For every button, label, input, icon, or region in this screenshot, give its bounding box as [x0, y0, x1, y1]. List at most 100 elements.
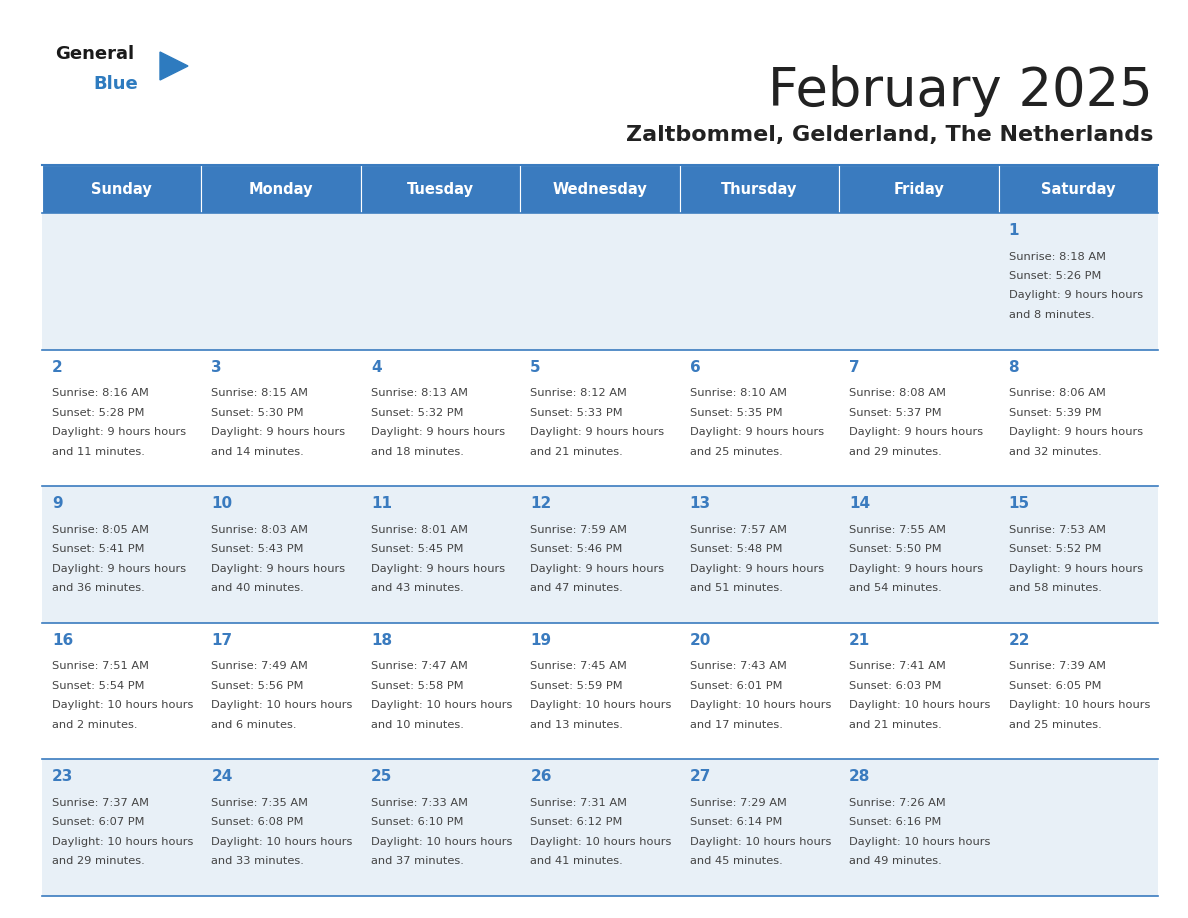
Text: Daylight: 9 hours hours: Daylight: 9 hours hours [211, 564, 346, 574]
Bar [42, 759, 1158, 896]
Text: Sunrise: 7:59 AM: Sunrise: 7:59 AM [530, 525, 627, 534]
Text: 6: 6 [690, 360, 701, 375]
Text: Sunrise: 7:26 AM: Sunrise: 7:26 AM [849, 798, 946, 808]
Text: Friday: Friday [893, 182, 944, 196]
Text: 7: 7 [849, 360, 860, 375]
Text: 3: 3 [211, 360, 222, 375]
Text: Sunrise: 7:51 AM: Sunrise: 7:51 AM [52, 661, 148, 671]
Text: Daylight: 9 hours hours: Daylight: 9 hours hours [1009, 427, 1143, 437]
Text: Sunday: Sunday [91, 182, 152, 196]
Text: 9: 9 [52, 497, 63, 511]
Text: 11: 11 [371, 497, 392, 511]
Text: Sunrise: 7:33 AM: Sunrise: 7:33 AM [371, 798, 468, 808]
Text: Sunrise: 8:01 AM: Sunrise: 8:01 AM [371, 525, 468, 534]
Text: and 41 minutes.: and 41 minutes. [530, 856, 623, 867]
Text: February 2025: February 2025 [769, 65, 1154, 117]
Text: Daylight: 10 hours hours: Daylight: 10 hours hours [849, 700, 991, 711]
Text: Sunset: 5:46 PM: Sunset: 5:46 PM [530, 544, 623, 554]
Text: Daylight: 10 hours hours: Daylight: 10 hours hours [849, 837, 991, 847]
Text: Sunrise: 7:47 AM: Sunrise: 7:47 AM [371, 661, 468, 671]
Text: General: General [55, 45, 134, 63]
Text: Wednesday: Wednesday [552, 182, 647, 196]
Text: and 29 minutes.: and 29 minutes. [849, 446, 942, 456]
Text: Sunset: 6:12 PM: Sunset: 6:12 PM [530, 817, 623, 827]
Text: Daylight: 9 hours hours: Daylight: 9 hours hours [52, 427, 187, 437]
Text: Sunset: 5:41 PM: Sunset: 5:41 PM [52, 544, 145, 554]
Text: and 10 minutes.: and 10 minutes. [371, 720, 463, 730]
Text: Daylight: 10 hours hours: Daylight: 10 hours hours [211, 700, 353, 711]
Text: Daylight: 9 hours hours: Daylight: 9 hours hours [849, 427, 984, 437]
Text: 2: 2 [52, 360, 63, 375]
Text: and 33 minutes.: and 33 minutes. [211, 856, 304, 867]
Text: 4: 4 [371, 360, 381, 375]
Text: Sunrise: 8:15 AM: Sunrise: 8:15 AM [211, 388, 309, 398]
Text: and 54 minutes.: and 54 minutes. [849, 583, 942, 593]
Text: Sunrise: 7:41 AM: Sunrise: 7:41 AM [849, 661, 946, 671]
Text: Daylight: 10 hours hours: Daylight: 10 hours hours [52, 700, 194, 711]
Bar [42, 622, 1158, 759]
Text: Daylight: 9 hours hours: Daylight: 9 hours hours [690, 564, 823, 574]
Text: Daylight: 9 hours hours: Daylight: 9 hours hours [52, 564, 187, 574]
Text: Sunrise: 8:08 AM: Sunrise: 8:08 AM [849, 388, 946, 398]
Text: and 25 minutes.: and 25 minutes. [1009, 720, 1101, 730]
Text: 18: 18 [371, 633, 392, 648]
Text: Sunset: 5:45 PM: Sunset: 5:45 PM [371, 544, 463, 554]
Text: Sunset: 6:01 PM: Sunset: 6:01 PM [690, 681, 782, 691]
Text: and 21 minutes.: and 21 minutes. [530, 446, 623, 456]
Text: 16: 16 [52, 633, 74, 648]
Text: Daylight: 9 hours hours: Daylight: 9 hours hours [530, 427, 664, 437]
Text: 23: 23 [52, 769, 74, 784]
Text: Sunrise: 7:39 AM: Sunrise: 7:39 AM [1009, 661, 1106, 671]
Text: Sunset: 5:59 PM: Sunset: 5:59 PM [530, 681, 623, 691]
Text: Sunset: 5:39 PM: Sunset: 5:39 PM [1009, 408, 1101, 418]
Text: Sunset: 5:58 PM: Sunset: 5:58 PM [371, 681, 463, 691]
Text: Sunset: 5:32 PM: Sunset: 5:32 PM [371, 408, 463, 418]
Text: 13: 13 [690, 497, 710, 511]
Text: Sunset: 6:03 PM: Sunset: 6:03 PM [849, 681, 942, 691]
Text: Sunrise: 7:49 AM: Sunrise: 7:49 AM [211, 661, 309, 671]
Text: Sunrise: 8:06 AM: Sunrise: 8:06 AM [1009, 388, 1106, 398]
Text: Daylight: 10 hours hours: Daylight: 10 hours hours [530, 837, 671, 847]
Text: and 29 minutes.: and 29 minutes. [52, 856, 145, 867]
Text: Sunset: 6:16 PM: Sunset: 6:16 PM [849, 817, 942, 827]
Bar [42, 213, 1158, 350]
Text: Sunrise: 7:43 AM: Sunrise: 7:43 AM [690, 661, 786, 671]
Text: Sunrise: 8:10 AM: Sunrise: 8:10 AM [690, 388, 786, 398]
Text: Sunrise: 7:57 AM: Sunrise: 7:57 AM [690, 525, 786, 534]
Text: Thursday: Thursday [721, 182, 797, 196]
Text: Sunrise: 7:45 AM: Sunrise: 7:45 AM [530, 661, 627, 671]
Text: 24: 24 [211, 769, 233, 784]
Text: 19: 19 [530, 633, 551, 648]
Text: Sunset: 6:05 PM: Sunset: 6:05 PM [1009, 681, 1101, 691]
Text: Saturday: Saturday [1041, 182, 1116, 196]
Text: Sunset: 6:08 PM: Sunset: 6:08 PM [211, 817, 304, 827]
Text: Sunrise: 7:53 AM: Sunrise: 7:53 AM [1009, 525, 1106, 534]
Text: Daylight: 10 hours hours: Daylight: 10 hours hours [371, 700, 512, 711]
Text: and 8 minutes.: and 8 minutes. [1009, 310, 1094, 320]
Text: Daylight: 9 hours hours: Daylight: 9 hours hours [849, 564, 984, 574]
Text: Monday: Monday [249, 182, 314, 196]
Text: Sunset: 5:30 PM: Sunset: 5:30 PM [211, 408, 304, 418]
Text: Sunset: 5:33 PM: Sunset: 5:33 PM [530, 408, 623, 418]
Text: Daylight: 9 hours hours: Daylight: 9 hours hours [690, 427, 823, 437]
Text: and 51 minutes.: and 51 minutes. [690, 583, 783, 593]
Text: and 45 minutes.: and 45 minutes. [690, 856, 783, 867]
Text: 17: 17 [211, 633, 233, 648]
Text: Zaltbommel, Gelderland, The Netherlands: Zaltbommel, Gelderland, The Netherlands [626, 125, 1154, 145]
Text: Daylight: 10 hours hours: Daylight: 10 hours hours [371, 837, 512, 847]
Bar [42, 350, 1158, 487]
Text: and 58 minutes.: and 58 minutes. [1009, 583, 1101, 593]
Text: and 2 minutes.: and 2 minutes. [52, 720, 138, 730]
Text: Daylight: 10 hours hours: Daylight: 10 hours hours [211, 837, 353, 847]
Text: 12: 12 [530, 497, 551, 511]
Text: Sunset: 5:37 PM: Sunset: 5:37 PM [849, 408, 942, 418]
Bar [42, 165, 202, 213]
Text: Sunset: 5:35 PM: Sunset: 5:35 PM [690, 408, 783, 418]
Text: Sunset: 6:10 PM: Sunset: 6:10 PM [371, 817, 463, 827]
Bar [999, 165, 1158, 213]
Text: and 25 minutes.: and 25 minutes. [690, 446, 783, 456]
Bar [361, 165, 520, 213]
Text: 14: 14 [849, 497, 871, 511]
Text: and 11 minutes.: and 11 minutes. [52, 446, 145, 456]
Text: Daylight: 9 hours hours: Daylight: 9 hours hours [1009, 290, 1143, 300]
